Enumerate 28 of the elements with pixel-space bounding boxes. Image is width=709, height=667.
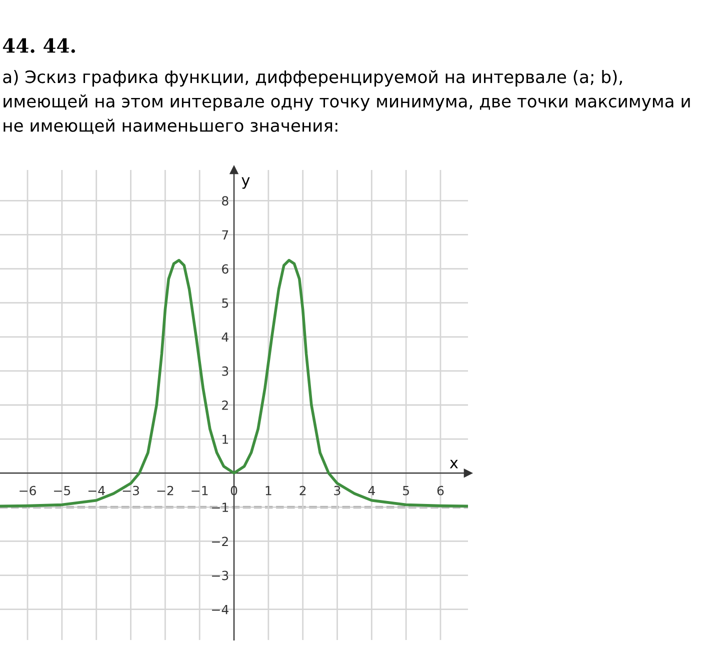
x-tick-label: 2 [300, 486, 306, 496]
y-tick-label: 7 [222, 230, 228, 240]
x-tick-label: −3 [122, 486, 139, 496]
y-tick-label: −2 [212, 536, 228, 546]
x-tick-label: 1 [266, 486, 272, 496]
y-tick-label: 8 [222, 196, 228, 206]
y-tick-label: −3 [212, 570, 228, 580]
x-tick-label: −4 [88, 486, 105, 496]
chart-subtitle: а) Эскиз графика функции, дифференцируемой на интервале (a; b), имеющей на этом интервале одну точку минимума, две точки максимума и не имеющей наименьшего значения: [3, 70, 690, 134]
x-tick-label: −5 [54, 486, 70, 496]
y-tick-label: 4 [222, 332, 228, 342]
chart-title: 44. 44. [2, 38, 75, 53]
y-tick-label: −1 [212, 502, 228, 512]
y-tick-label: 3 [222, 366, 228, 376]
x-tick-label: −2 [157, 486, 174, 496]
x-axis-title: x [450, 460, 458, 468]
y-tick-label: 6 [222, 264, 228, 274]
y-tick-label: 2 [222, 400, 228, 410]
x-tick-label: 5 [403, 486, 409, 496]
x-tick-label: −6 [20, 486, 36, 496]
x-tick-label: 4 [368, 486, 375, 496]
y-tick-label: −4 [212, 604, 228, 614]
y-axis-title: y [242, 177, 250, 189]
x-tick-label: −1 [192, 486, 208, 496]
x-tick-label: 6 [437, 486, 444, 496]
x-tick-label: 3 [334, 486, 340, 496]
y-tick-label: 1 [222, 434, 228, 444]
y-tick-label: 5 [222, 298, 228, 308]
